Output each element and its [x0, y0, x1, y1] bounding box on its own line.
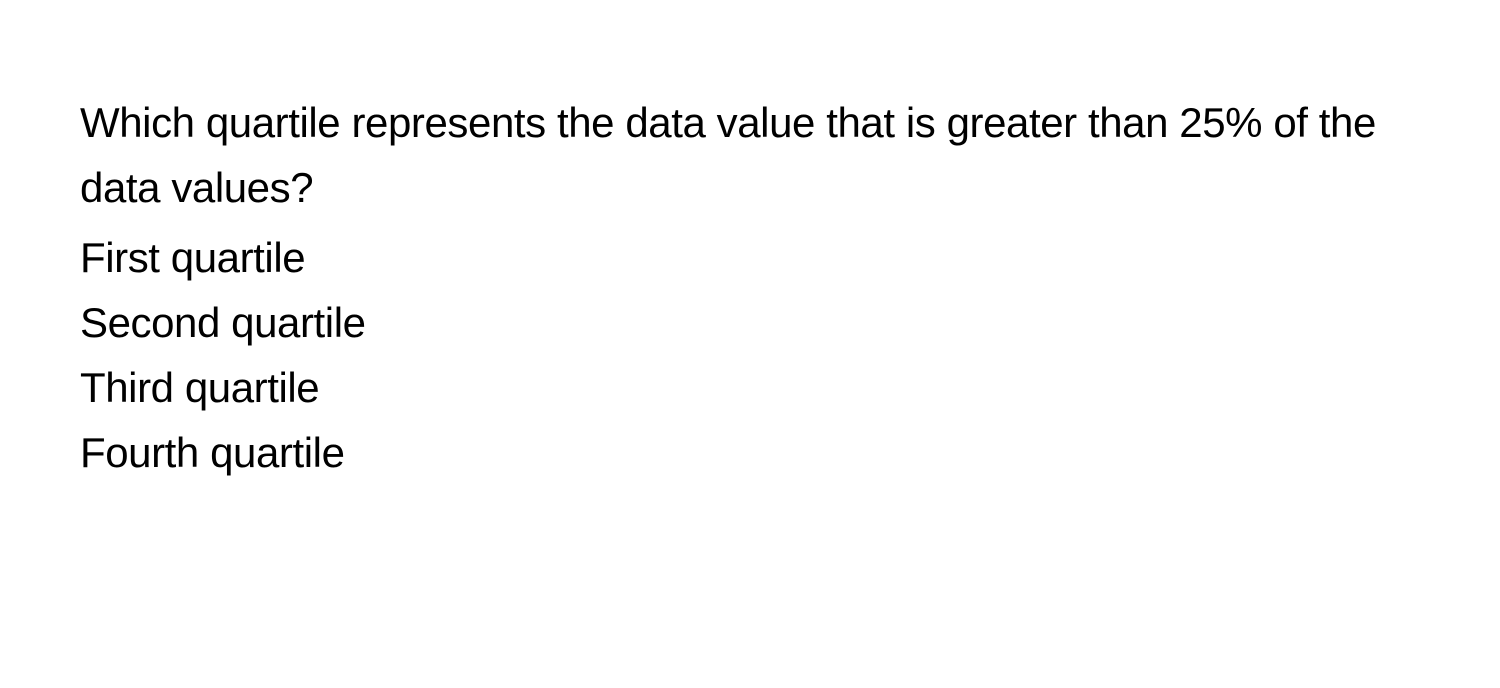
question-container: Which quartile represents the data value…: [80, 90, 1420, 486]
option-third-quartile[interactable]: Third quartile: [80, 355, 1420, 420]
option-first-quartile[interactable]: First quartile: [80, 225, 1420, 290]
options-list: First quartile Second quartile Third qua…: [80, 225, 1420, 485]
option-fourth-quartile[interactable]: Fourth quartile: [80, 420, 1420, 485]
option-second-quartile[interactable]: Second quartile: [80, 290, 1420, 355]
question-text: Which quartile represents the data value…: [80, 90, 1420, 220]
